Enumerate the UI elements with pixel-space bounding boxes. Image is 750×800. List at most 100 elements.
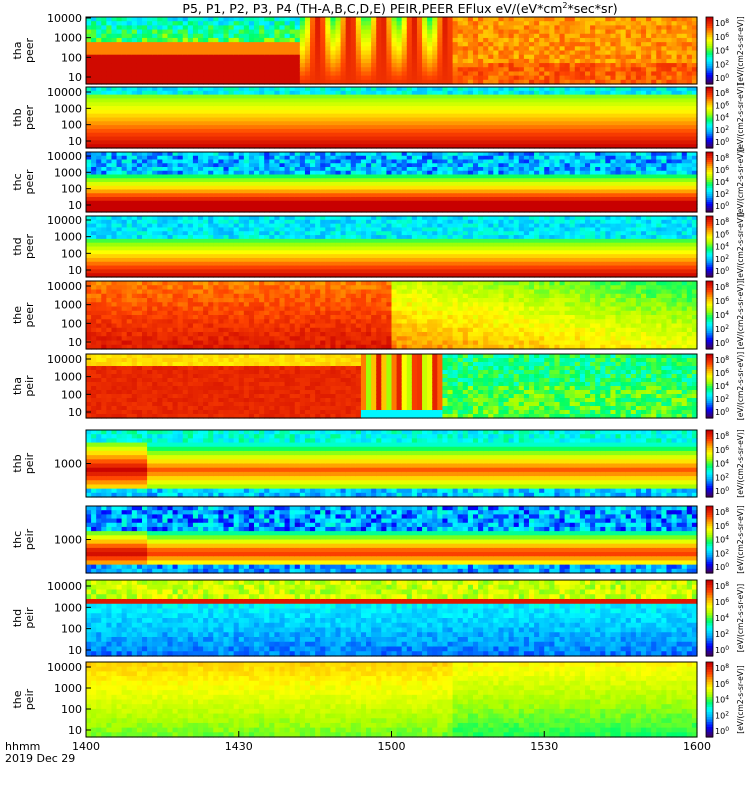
heatmap-cell: [248, 90, 255, 96]
heatmap-cell: [432, 98, 438, 103]
heatmap-cell: [686, 125, 693, 130]
heatmap-cell: [304, 50, 311, 56]
heatmap-cell: [106, 128, 113, 134]
heatmap-cell: [259, 98, 265, 103]
heatmap-cell: [325, 71, 331, 77]
heatmap-cell: [101, 200, 107, 206]
heatmap-cell: [371, 117, 377, 122]
heatmap-cell: [274, 185, 281, 191]
heatmap-cell: [360, 132, 367, 138]
heatmap-cell: [101, 42, 107, 47]
heatmap-cell: [635, 25, 642, 31]
heatmap-cell: [233, 102, 240, 107]
heatmap-cell: [238, 17, 245, 22]
heatmap-cell: [371, 71, 377, 77]
heatmap-cell: [488, 63, 494, 68]
heatmap-cell: [422, 29, 428, 35]
heatmap-cell: [111, 182, 118, 187]
heatmap-cell: [584, 144, 591, 149]
heatmap-cell: [131, 46, 138, 52]
heatmap-cell: [294, 29, 301, 35]
heatmap-cell: [310, 155, 316, 161]
heatmap-cell: [243, 200, 250, 206]
heatmap-cell: [676, 117, 683, 122]
heatmap-cell: [559, 17, 566, 22]
heatmap-cell: [198, 155, 204, 161]
heatmap-cell: [396, 117, 403, 122]
heatmap-cell: [371, 113, 377, 119]
heatmap-cell: [299, 33, 306, 39]
heatmap-cell: [177, 50, 184, 56]
heatmap-cell: [422, 63, 428, 68]
heatmap-cell: [666, 132, 673, 138]
heatmap-cell: [248, 67, 255, 73]
heatmap-cell: [432, 37, 438, 43]
heatmap-cell: [360, 204, 367, 209]
heatmap-cell: [457, 125, 464, 130]
heatmap-cell: [304, 71, 311, 77]
heatmap-cell: [213, 125, 219, 130]
heatmap-cell: [264, 193, 270, 198]
heatmap-cell: [574, 50, 581, 56]
heatmap-cell: [671, 42, 678, 47]
heatmap-cell: [279, 132, 286, 138]
heatmap-cell: [574, 79, 581, 85]
heatmap-cell: [172, 42, 179, 47]
heatmap-cell: [355, 67, 362, 73]
heatmap-cell: [452, 132, 459, 138]
heatmap-cell: [534, 144, 540, 149]
heatmap-cell: [121, 58, 128, 64]
heatmap-cell: [187, 58, 194, 64]
heatmap-cell: [457, 37, 464, 43]
heatmap-cell: [666, 21, 673, 26]
heatmap-cell: [304, 33, 311, 39]
heatmap-cell: [182, 170, 189, 176]
heatmap-cell: [574, 67, 581, 73]
heatmap-cell: [366, 125, 372, 130]
heatmap-cell: [203, 113, 209, 119]
heatmap-cell: [264, 102, 270, 107]
heatmap-cell: [208, 109, 214, 115]
heatmap-cell: [203, 90, 209, 96]
heatmap-cell: [116, 37, 123, 43]
heatmap-cell: [218, 170, 225, 176]
heatmap-cell: [605, 75, 612, 81]
heatmap-cell: [350, 152, 357, 157]
heatmap-cell: [299, 121, 306, 126]
heatmap-cell: [228, 94, 235, 100]
heatmap-cell: [177, 17, 184, 22]
heatmap-cell: [646, 136, 652, 141]
heatmap-cell: [584, 90, 591, 96]
heatmap-cell: [467, 117, 474, 122]
heatmap-cell: [274, 117, 281, 122]
heatmap-cell: [472, 132, 479, 138]
colorbar-cell: [706, 93, 713, 96]
heatmap-cell: [630, 102, 637, 107]
heatmap-cell: [126, 98, 133, 103]
heatmap-cell: [310, 178, 316, 183]
heatmap-cell: [208, 58, 214, 64]
heatmap-cell: [615, 117, 622, 122]
heatmap-cell: [605, 90, 612, 96]
heatmap-cell: [284, 46, 291, 52]
heatmap-cell: [462, 90, 469, 96]
heatmap-cell: [304, 79, 311, 85]
heatmap-cell: [401, 185, 408, 191]
heatmap-cell: [656, 21, 662, 26]
heatmap-cell: [574, 117, 581, 122]
heatmap-cell: [228, 42, 235, 47]
heatmap-cell: [340, 125, 347, 130]
heatmap-cell: [136, 128, 143, 134]
heatmap-cell: [304, 136, 311, 141]
heatmap-cell: [513, 33, 520, 39]
colorbar-cell: [706, 57, 713, 61]
heatmap-cell: [203, 117, 209, 122]
heatmap-cell: [182, 90, 189, 96]
heatmap-cell: [152, 75, 158, 81]
heatmap-cell: [126, 200, 133, 206]
heatmap-cell: [452, 17, 459, 22]
heatmap-cell: [238, 193, 245, 198]
heatmap-cell: [630, 46, 637, 52]
heatmap-cell: [264, 136, 270, 141]
heatmap-cell: [559, 109, 566, 115]
